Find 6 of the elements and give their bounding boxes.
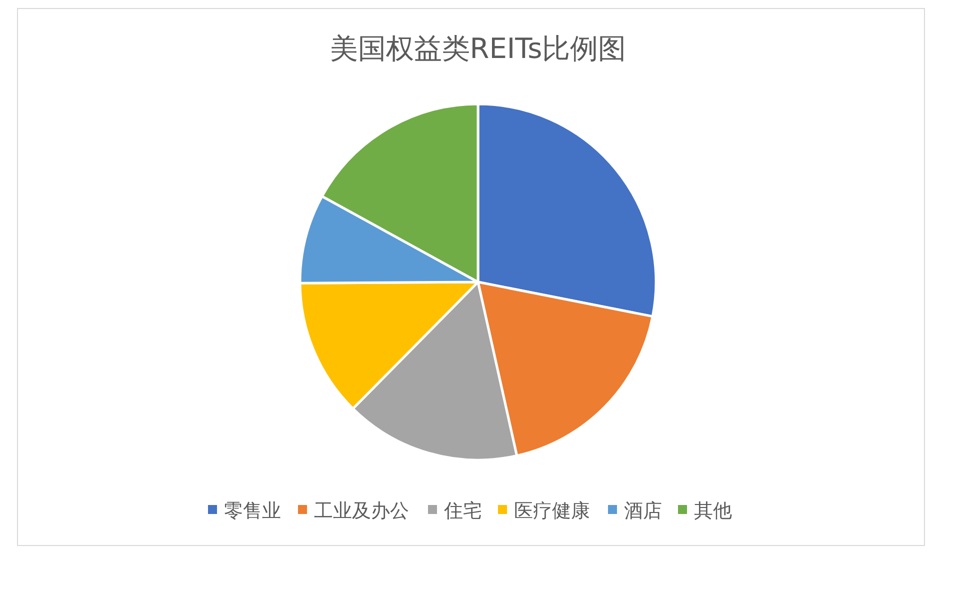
- legend-label: 住宅: [443, 500, 482, 522]
- legend-label: 其他: [694, 500, 732, 522]
- legend-label: 医疗健康: [514, 500, 590, 522]
- legend-label: 酒店: [624, 500, 662, 522]
- chart-title: 美国权益类REITs比例图: [330, 32, 626, 65]
- legend-label: 零售业: [224, 500, 281, 522]
